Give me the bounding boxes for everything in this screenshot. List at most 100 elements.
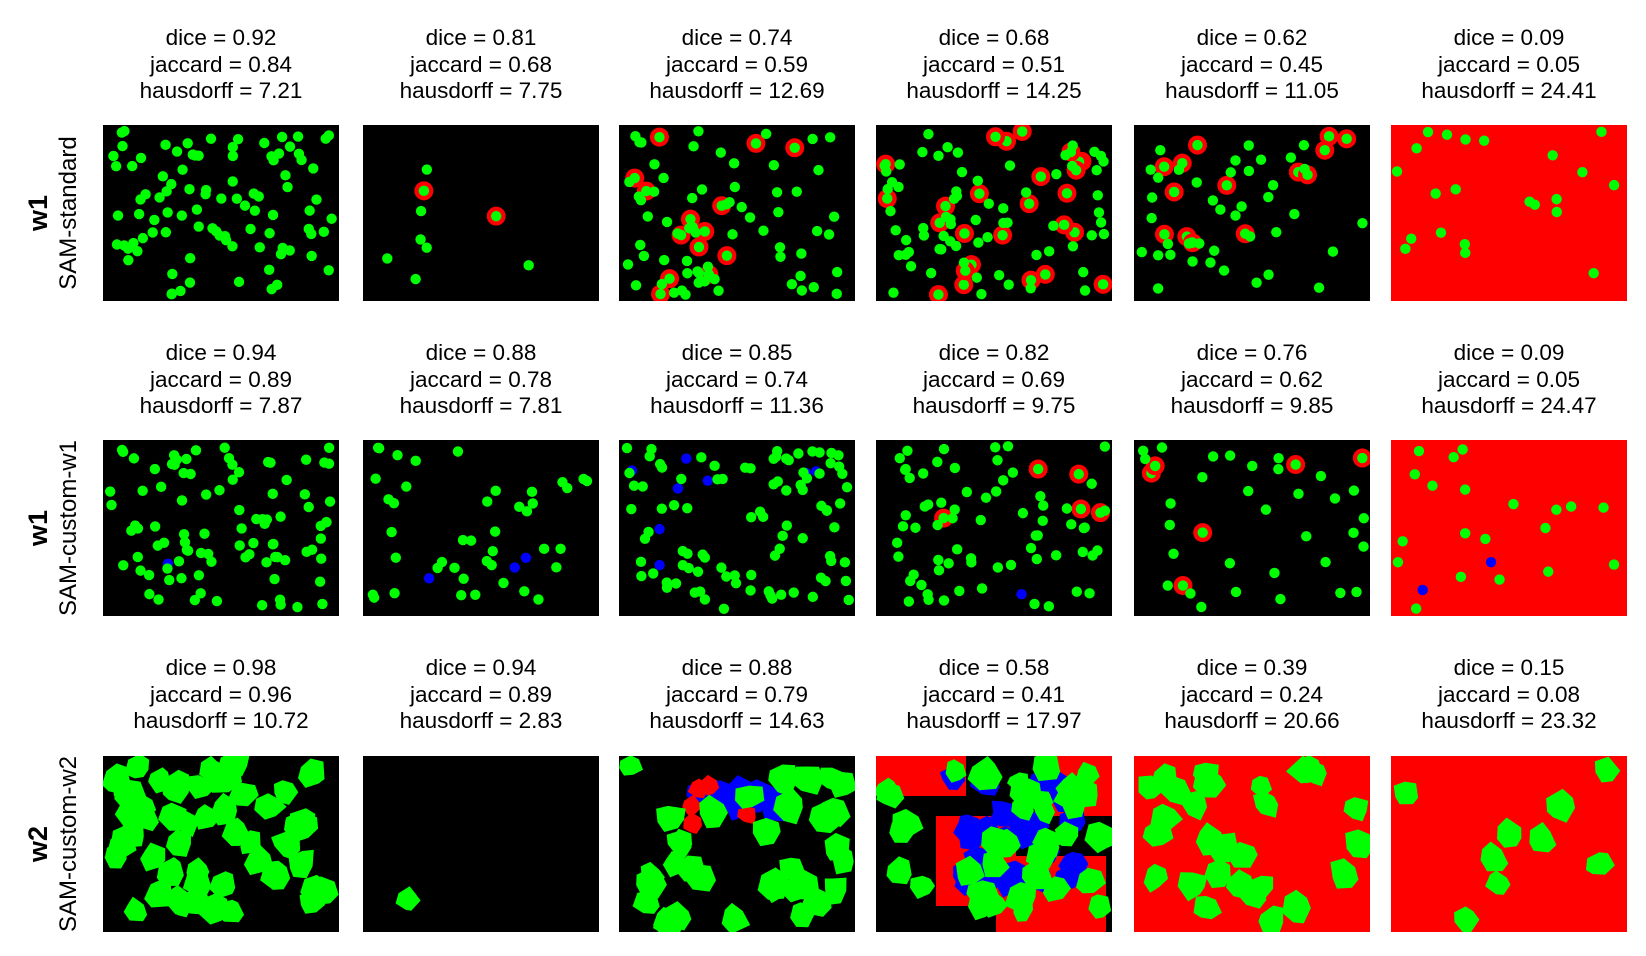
true-positive-cell <box>841 481 853 493</box>
true-positive-cell <box>184 252 196 264</box>
true-positive-cell <box>275 249 287 260</box>
true-positive-cell <box>893 250 904 261</box>
true-positive-cell <box>205 133 217 144</box>
true-positive-cell <box>1095 217 1107 228</box>
true-positive-cell <box>762 870 792 904</box>
true-positive-cell <box>885 205 896 217</box>
true-positive-cell <box>1037 515 1048 527</box>
true-positive-cell <box>998 203 1009 214</box>
true-positive-cell <box>837 468 848 479</box>
true-positive-cell <box>982 232 993 243</box>
true-positive-cell <box>758 225 769 236</box>
true-positive-cell <box>1258 905 1284 932</box>
true-positive-cell <box>227 176 238 187</box>
true-positive-cell <box>1146 192 1158 203</box>
true-positive-cell <box>306 544 318 555</box>
false-positive-region <box>737 806 756 825</box>
true-positive-cell <box>452 446 464 457</box>
true-positive-cell <box>456 589 467 601</box>
true-positive-cell <box>181 888 213 915</box>
true-positive-cell <box>1357 217 1368 229</box>
true-positive-cell <box>1594 756 1621 783</box>
true-positive-cell <box>137 232 149 244</box>
true-positive-cell <box>227 474 238 485</box>
true-positive-cell <box>1137 445 1149 457</box>
true-positive-cell <box>292 601 303 613</box>
row-model-label: SAM-standard <box>55 136 82 290</box>
true-positive-cell <box>951 544 963 555</box>
true-positive-cell <box>635 239 646 251</box>
true-positive-cell <box>264 228 275 239</box>
true-positive-cell <box>1230 155 1241 166</box>
true-positive-cell <box>1547 150 1558 161</box>
true-positive-cell <box>108 150 119 162</box>
true-positive-cell <box>940 200 951 212</box>
true-positive-cell <box>110 160 122 172</box>
true-positive-cell <box>1299 163 1310 175</box>
jaccard-score: jaccard = 0.62 <box>1181 366 1323 392</box>
true-positive-cell <box>1048 220 1059 232</box>
true-positive-cell <box>955 855 985 886</box>
true-positive-cell <box>135 194 146 205</box>
true-positive-cell <box>165 830 191 857</box>
true-positive-cell <box>1459 528 1471 539</box>
true-positive-cell <box>219 442 230 453</box>
jaccard-score: jaccard = 0.59 <box>666 51 808 77</box>
true-positive-cell <box>1177 580 1189 591</box>
true-positive-cell <box>992 455 1003 466</box>
true-positive-cell <box>249 205 261 216</box>
true-positive-cell <box>123 896 148 922</box>
true-positive-cell <box>1187 256 1198 267</box>
segmentation-panel <box>103 756 339 932</box>
segmentation-panel <box>876 440 1112 616</box>
true-positive-cell <box>166 288 178 299</box>
true-positive-cell <box>128 237 139 249</box>
true-positive-cell <box>774 242 786 253</box>
true-positive-cell <box>918 222 929 234</box>
true-positive-cell <box>1250 775 1273 797</box>
true-positive-cell <box>839 557 851 568</box>
true-positive-cell <box>699 552 711 563</box>
segmentation-image <box>876 125 1112 301</box>
hausdorff-score: hausdorff = 23.32 <box>1421 708 1597 733</box>
true-positive-cell <box>619 756 643 776</box>
true-positive-cell <box>132 523 144 534</box>
false-negative-region <box>995 870 1020 898</box>
dice-score: dice = 0.82 <box>938 340 1050 365</box>
true-positive-cell <box>1192 139 1203 151</box>
true-positive-cell <box>519 586 530 597</box>
true-positive-cell <box>117 140 128 152</box>
true-positive-cell <box>282 181 293 193</box>
true-positive-cell <box>1146 212 1157 224</box>
true-positive-cell <box>779 875 810 903</box>
segmentation-panel <box>103 125 339 301</box>
true-positive-cell <box>147 227 158 238</box>
true-positive-cell <box>315 520 326 532</box>
true-positive-cell <box>1150 763 1177 793</box>
hausdorff-score: hausdorff = 24.47 <box>1421 393 1597 418</box>
true-positive-cell <box>876 782 905 809</box>
true-positive-cell <box>982 851 1010 878</box>
true-positive-cell <box>990 131 1001 142</box>
true-positive-cell <box>490 485 501 497</box>
true-positive-cell <box>1150 803 1183 834</box>
false-negative-cell <box>654 559 665 571</box>
false-negative-cell <box>672 483 684 494</box>
true-positive-cell <box>997 229 1008 241</box>
true-positive-cell <box>768 159 780 171</box>
true-positive-cell <box>1168 186 1180 198</box>
true-positive-cell <box>1301 531 1312 542</box>
true-positive-cell <box>214 767 242 790</box>
panel-background <box>1391 125 1627 301</box>
true-positive-cell <box>975 514 986 526</box>
true-positive-cell <box>797 533 808 544</box>
true-positive-cell <box>653 906 685 932</box>
hausdorff-score: hausdorff = 11.36 <box>650 393 824 418</box>
true-positive-cell <box>788 587 799 598</box>
true-positive-cell <box>1152 250 1164 261</box>
true-positive-cell <box>1480 841 1509 872</box>
true-positive-cell <box>156 857 184 887</box>
true-positive-cell <box>938 443 950 455</box>
true-positive-cell <box>1032 463 1044 475</box>
true-positive-cell <box>1457 444 1468 455</box>
